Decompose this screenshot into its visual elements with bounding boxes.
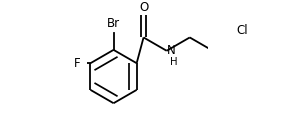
Text: F: F <box>73 57 80 70</box>
Text: Br: Br <box>107 17 120 30</box>
Text: O: O <box>139 1 148 14</box>
Text: H: H <box>170 57 177 67</box>
Text: N: N <box>167 44 176 57</box>
Text: Cl: Cl <box>237 24 248 37</box>
